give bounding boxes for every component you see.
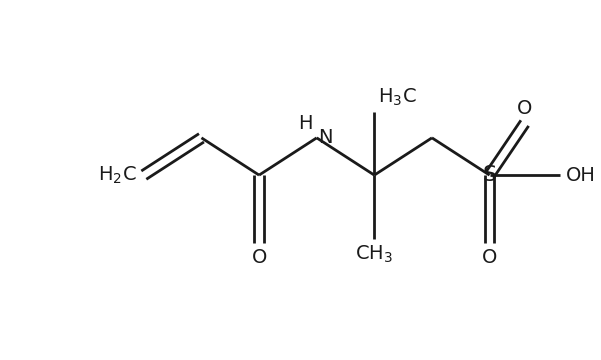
Text: H$_3$C: H$_3$C [378,86,416,108]
Text: O: O [517,99,532,118]
Text: OH: OH [566,166,596,185]
Text: H$_2$C: H$_2$C [97,165,136,186]
Text: H: H [299,114,313,133]
Text: O: O [482,248,497,267]
Text: S: S [483,165,496,185]
Text: O: O [251,248,267,267]
Text: N: N [319,129,333,147]
Text: CH$_3$: CH$_3$ [355,243,393,265]
